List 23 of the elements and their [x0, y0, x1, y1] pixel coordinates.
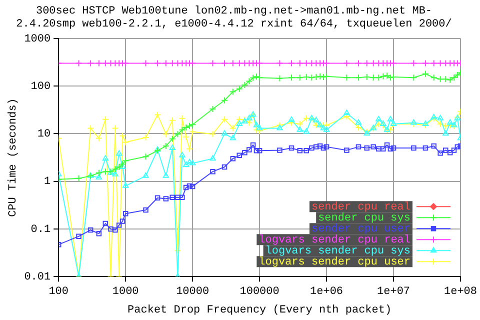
y-tick-label: 0.01 [24, 272, 51, 284]
y-axis-title: CPU Time (seconds) [8, 98, 20, 217]
x-tick-label: 1e+06 [310, 286, 344, 298]
x-tick-label: 1e+07 [377, 286, 410, 298]
chart-subtitle: 2.4.20smp web100-2.2.1, e1000-4.4.12 rxint 64/64, txqueuelen 2000/ [16, 18, 452, 31]
legend-label: sender cpu user [311, 224, 410, 236]
legend-label: logvars sender cpu sys [265, 246, 410, 258]
y-tick-label: 100 [30, 80, 51, 93]
x-axis-title: Packet Drop Frequency (Every nth packet) [128, 304, 392, 316]
y-tick-label: 10 [37, 128, 51, 141]
x-tick-label: 1000 [112, 286, 139, 298]
legend-label: logvars sender cpu real [258, 234, 410, 247]
y-tick-label: 0.1 [30, 224, 51, 236]
chart-title: 300sec HSTCP Web100tune lon02.mb-ng.net->man01.mb-ng.net MB- [36, 6, 432, 18]
x-tick-label: 100 [48, 286, 69, 298]
x-tick-label: 1e+08 [444, 286, 478, 298]
x-tick-label: 10000 [176, 286, 210, 298]
legend-label: logvars sender cpu user [258, 256, 410, 269]
y-tick-label: 1 [44, 176, 51, 188]
x-tick-label: 100000 [240, 286, 280, 298]
legend-label: sender cpu sys [318, 212, 410, 225]
legend-label: sender cpu real [311, 202, 410, 214]
y-tick-label: 1000 [24, 33, 51, 46]
